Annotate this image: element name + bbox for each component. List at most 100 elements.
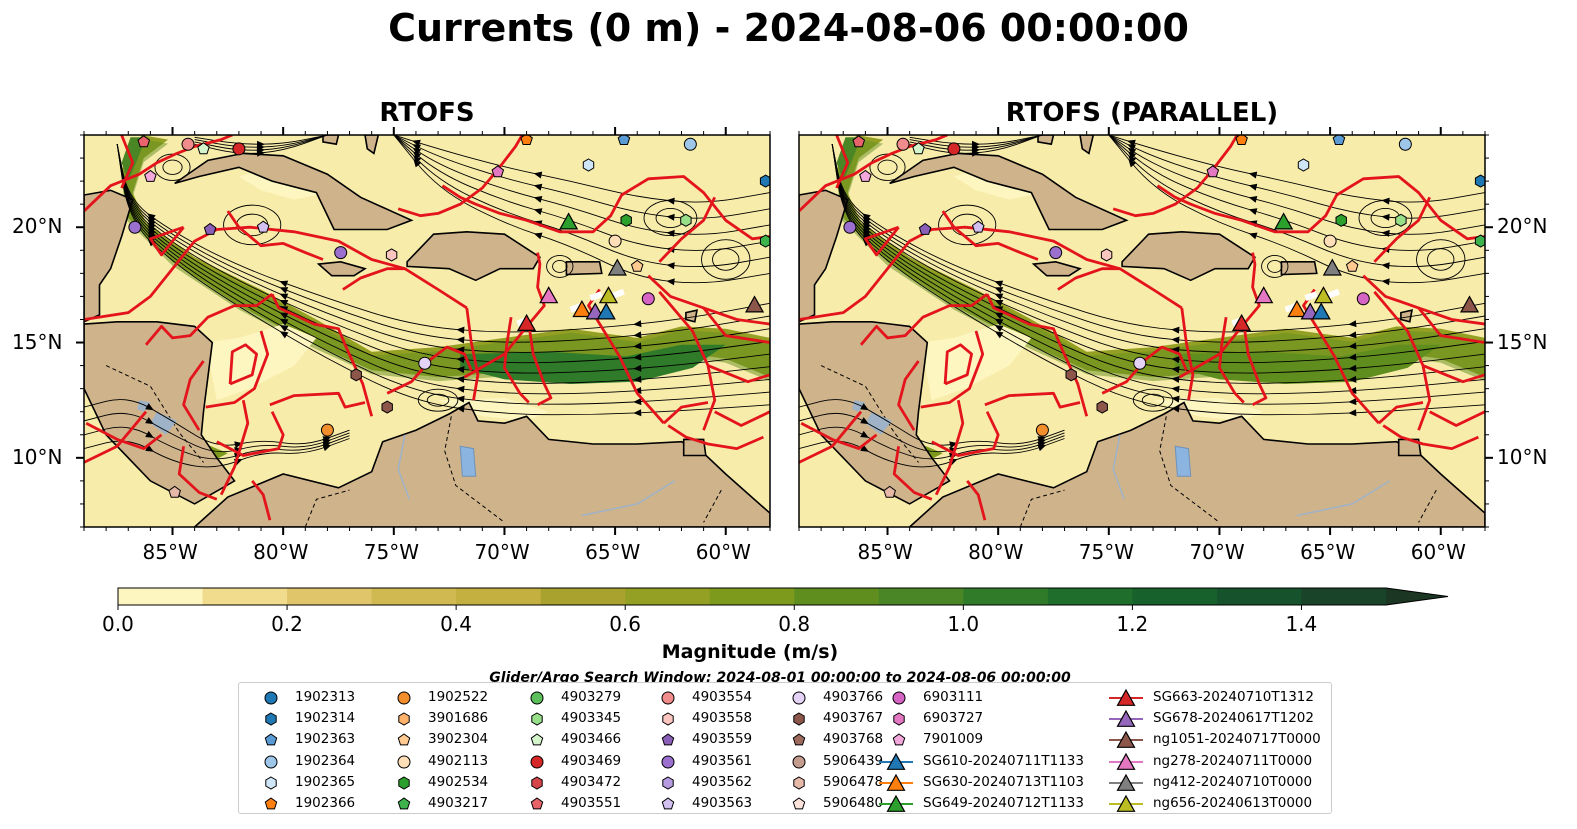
map-marker — [1297, 158, 1310, 172]
legend-marker-shape — [1116, 752, 1136, 770]
legend-label: 5906439 — [823, 752, 884, 769]
legend-marker — [397, 797, 411, 810]
legend-label: 6903111 — [923, 689, 984, 705]
legend-marker — [661, 755, 675, 769]
map-marker — [630, 259, 644, 272]
colorbar-tick-label: 0.2 — [271, 612, 303, 636]
legend-marker-shape — [530, 755, 544, 769]
legend-marker-shape — [531, 712, 543, 726]
map-marker — [912, 142, 925, 155]
map-marker — [491, 165, 505, 178]
map-marker — [582, 158, 595, 172]
legend-label: 1902314 — [295, 710, 356, 727]
legend-marker — [893, 712, 905, 726]
lon-tick-label: 65°W — [585, 540, 641, 564]
legend-marker — [530, 733, 544, 746]
legend-marker-shape — [792, 797, 806, 810]
map-marker — [598, 286, 619, 304]
map-marker — [203, 222, 217, 235]
legend-marker — [1109, 731, 1143, 749]
lon-tick-label: 80°W — [968, 540, 1024, 564]
colorbar-tick-label: 0.8 — [778, 612, 811, 636]
map-marker — [1322, 258, 1342, 276]
legend-marker-shape — [661, 797, 675, 810]
legend-marker-shape — [398, 712, 410, 726]
legend-label: ng278-20240711T0000 — [1153, 752, 1313, 769]
legend-marker — [792, 733, 806, 746]
legend-marker-shape — [792, 733, 806, 746]
legend-marker-shape — [265, 712, 277, 726]
colorbar-segment — [1132, 588, 1218, 605]
legend-label: 4903559 — [692, 731, 753, 748]
colorbar-tick-label: 0.4 — [440, 612, 472, 636]
legend-marker — [792, 691, 806, 705]
map-marker — [1287, 299, 1307, 318]
map-marker — [1323, 234, 1337, 248]
legend-marker — [265, 712, 277, 726]
map-marker — [1474, 234, 1485, 248]
legend-marker-shape — [892, 691, 906, 705]
legend-marker-shape — [397, 691, 411, 705]
lon-tick-label: 75°W — [363, 540, 420, 564]
legend-marker-shape — [886, 773, 906, 791]
figure-title: Currents (0 m) - 2024-08-06 00:00:00 — [388, 6, 1189, 50]
legend-marker-shape — [264, 755, 278, 769]
legend-marker — [265, 776, 277, 790]
legend-marker-shape — [264, 691, 278, 705]
lat-tick-label: 20°N — [1497, 214, 1548, 239]
map-marker — [883, 485, 896, 498]
legend-marker — [662, 776, 674, 790]
lon-tick-label: 85°W — [142, 540, 198, 564]
legend-marker — [264, 691, 278, 705]
map-panel-rtofs-parallel — [799, 135, 1485, 527]
map-marker — [859, 169, 872, 182]
map-marker — [168, 485, 181, 498]
colorbar-segment — [794, 588, 880, 605]
colorbar-segment — [1301, 588, 1387, 605]
map-marker — [572, 299, 592, 318]
legend-marker-shape — [661, 733, 675, 746]
map-marker — [232, 142, 246, 156]
legend-marker — [531, 712, 543, 726]
legend-marker — [661, 691, 675, 705]
map-marker — [1274, 212, 1294, 230]
legend-marker — [397, 755, 411, 769]
colorbar-tick-label: 1.4 — [1285, 612, 1318, 636]
legend-marker-shape — [886, 794, 906, 812]
legend-label: 4903551 — [561, 795, 622, 811]
legend-marker-shape — [893, 712, 905, 726]
legend-label: 1902522 — [428, 689, 489, 705]
legend-marker — [264, 797, 278, 810]
map-panel-rtofs — [84, 135, 770, 527]
legend-label: 4903217 — [428, 795, 489, 811]
legend-marker — [661, 797, 675, 810]
lon-tick-label: 60°W — [1410, 540, 1466, 564]
colorbar-segment — [371, 588, 457, 605]
lat-tick-label: 15°N — [1497, 329, 1548, 354]
legend-marker-shape — [661, 691, 675, 705]
map-marker — [1206, 165, 1220, 178]
map-marker — [683, 137, 697, 151]
legend-marker-shape — [662, 712, 674, 726]
legend-marker — [264, 755, 278, 769]
legend-marker — [1109, 752, 1143, 770]
legend-marker — [892, 691, 906, 705]
map-marker — [1335, 213, 1347, 227]
legend-label: 7901009 — [923, 731, 984, 748]
legend-label: 4902534 — [428, 773, 489, 790]
map-marker — [947, 142, 961, 156]
legend-marker-shape — [530, 691, 544, 705]
legend-label: 4903466 — [561, 731, 622, 748]
map-marker — [744, 295, 765, 313]
map-marker — [1231, 313, 1252, 331]
colorbar-segment — [1216, 588, 1302, 605]
legend-marker-shape — [1116, 794, 1136, 812]
legend-marker — [531, 776, 543, 790]
panel-title-rtofs-parallel: RTOFS (PARALLEL) — [1005, 98, 1279, 128]
legend-label: 5906478 — [823, 773, 884, 790]
legend-label: 4903472 — [561, 773, 622, 790]
map-marker — [1049, 246, 1063, 260]
colorbar-segment — [1047, 588, 1133, 605]
legend-label: 4903767 — [823, 710, 884, 727]
